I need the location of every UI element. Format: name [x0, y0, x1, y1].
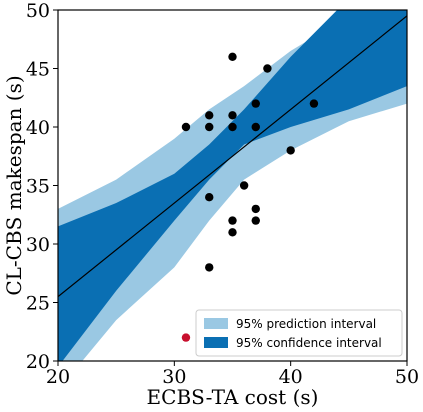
- data-point: [205, 122, 214, 132]
- y-tick-label: 35: [26, 176, 50, 198]
- legend-swatch-prediction: [204, 318, 228, 329]
- y-tick-label: 40: [26, 117, 50, 139]
- y-tick-label: 25: [26, 293, 50, 315]
- data-point: [286, 146, 295, 155]
- y-tick-label: 20: [26, 351, 50, 373]
- x-tick-label: 40: [279, 366, 303, 388]
- data-point: [228, 111, 237, 120]
- legend: 95% prediction interval 95% confidence i…: [195, 309, 403, 357]
- data-point: [181, 122, 191, 132]
- data-point: [205, 263, 214, 272]
- data-point: [239, 181, 249, 190]
- outlier-point: [181, 333, 191, 342]
- y-tick-label: 30: [26, 234, 50, 256]
- data-point: [251, 216, 260, 225]
- y-tick-label: 50: [26, 0, 50, 22]
- x-axis-ticks: 20 30 40 50: [46, 361, 419, 388]
- y-axis-label: CL-CBS makespan (s): [2, 75, 26, 295]
- data-point: [205, 111, 214, 120]
- y-axis-ticks: 20 25 30 35 40 45 50: [26, 0, 58, 373]
- data-point: [228, 216, 237, 225]
- data-point: [228, 52, 237, 61]
- x-axis-label: ECBS-TA cost (s): [147, 385, 319, 409]
- data-point: [228, 228, 237, 237]
- data-point: [309, 99, 319, 108]
- data-point: [263, 64, 272, 73]
- data-point: [205, 193, 214, 202]
- data-point: [251, 122, 260, 132]
- confidence-interval-band: [58, 10, 407, 361]
- regression-line: [58, 15, 407, 298]
- legend-swatch-confidence: [204, 337, 228, 348]
- data-point: [251, 204, 260, 214]
- y-tick-label: 45: [26, 59, 50, 81]
- regression-line-group: [58, 15, 407, 298]
- data-points: [181, 52, 319, 342]
- data-point: [228, 122, 237, 132]
- interval-bands: [58, 10, 407, 361]
- x-tick-label: 30: [162, 366, 186, 388]
- legend-box: [195, 309, 403, 357]
- x-tick-label: 20: [46, 366, 70, 388]
- legend-label-prediction: 95% prediction interval: [236, 317, 376, 331]
- legend-label-confidence: 95% confidence interval: [236, 336, 382, 350]
- x-tick-label: 50: [395, 366, 419, 388]
- data-point: [251, 99, 260, 108]
